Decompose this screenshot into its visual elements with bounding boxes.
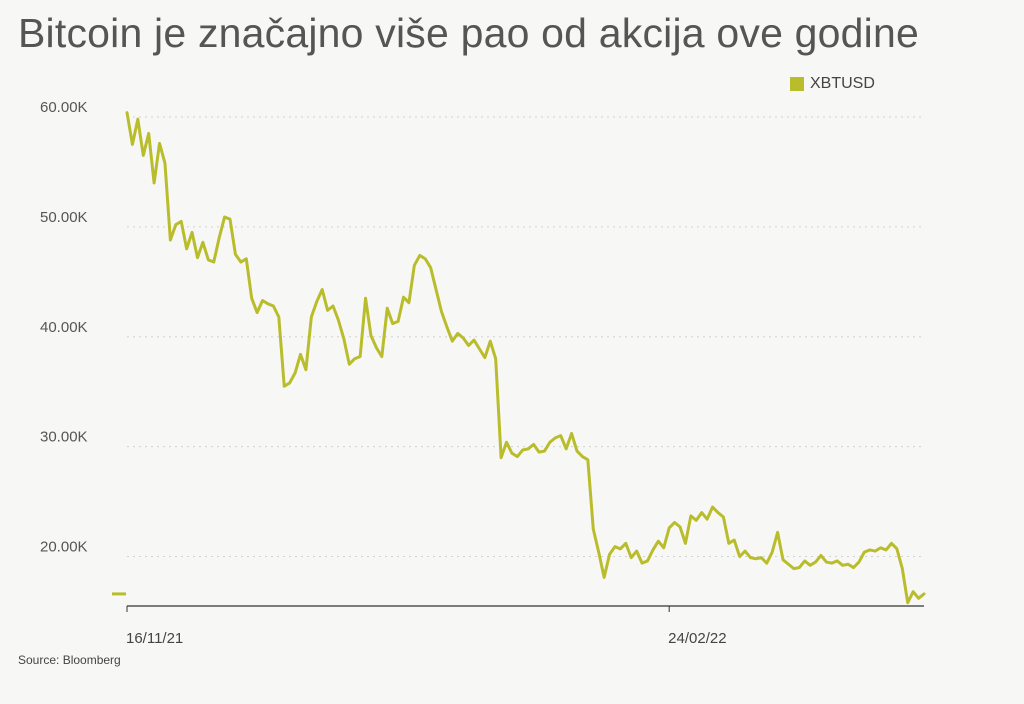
x-tick-label: 24/02/22 (668, 630, 726, 647)
legend: XBTUSD (790, 75, 875, 93)
legend-label-xbtusd: XBTUSD (810, 75, 875, 92)
y-tick-label: 30.00K (40, 429, 88, 446)
y-tick-label: 20.00K (40, 539, 88, 556)
gridlines (127, 116, 924, 558)
y-axis-ticks: 20.00K 30.00K 40.00K 50.00K 60.00K (40, 99, 88, 556)
legend-swatch (790, 77, 804, 91)
y-tick-label: 60.00K (40, 99, 88, 116)
y-tick-label: 40.00K (40, 319, 88, 336)
chart-title: Bitcoin je značajno više pao od akcija o… (18, 10, 919, 56)
series-line-xbtusd (125, 111, 926, 605)
y-tick-label: 50.00K (40, 209, 88, 226)
x-tick-label: 16/11/21 (126, 630, 183, 647)
source-note: Source: Bloomberg (18, 653, 121, 667)
